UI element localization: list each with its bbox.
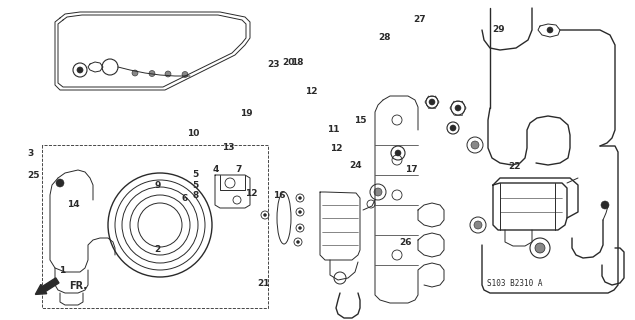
Text: 13: 13 — [222, 143, 235, 152]
Circle shape — [77, 67, 83, 73]
Text: 16: 16 — [273, 191, 286, 200]
FancyArrow shape — [36, 278, 59, 294]
Text: 17: 17 — [405, 165, 418, 174]
Text: 12: 12 — [330, 144, 343, 153]
Text: 28: 28 — [378, 33, 391, 42]
Text: 11: 11 — [327, 125, 340, 134]
Text: FR.: FR. — [69, 281, 88, 292]
Circle shape — [471, 141, 479, 149]
Circle shape — [450, 125, 456, 131]
Text: 5: 5 — [192, 181, 199, 190]
Text: 1: 1 — [59, 266, 65, 275]
Text: 10: 10 — [187, 129, 200, 138]
Text: 25: 25 — [27, 171, 39, 180]
Circle shape — [601, 201, 609, 209]
Circle shape — [165, 71, 171, 77]
Text: 27: 27 — [413, 15, 425, 24]
Circle shape — [182, 71, 188, 77]
Circle shape — [56, 179, 64, 187]
Circle shape — [297, 241, 300, 244]
Text: 5: 5 — [192, 170, 199, 179]
Circle shape — [547, 27, 553, 33]
Text: 8: 8 — [192, 191, 199, 200]
Circle shape — [298, 196, 302, 199]
Text: 4: 4 — [213, 165, 219, 174]
Text: 3: 3 — [27, 149, 34, 158]
Text: S103 B2310 A: S103 B2310 A — [486, 279, 542, 288]
Circle shape — [374, 188, 382, 196]
Text: 12: 12 — [305, 87, 318, 96]
Circle shape — [455, 105, 461, 111]
Circle shape — [474, 221, 482, 229]
Circle shape — [298, 211, 302, 213]
Text: 29: 29 — [492, 25, 505, 34]
Circle shape — [149, 70, 155, 76]
Text: 19: 19 — [240, 109, 253, 118]
Text: 14: 14 — [67, 200, 79, 209]
Text: 2: 2 — [154, 245, 161, 254]
Text: 6: 6 — [181, 194, 187, 203]
Text: 20: 20 — [283, 58, 295, 67]
Text: 9: 9 — [154, 181, 161, 190]
Text: 24: 24 — [349, 161, 362, 170]
Text: 21: 21 — [257, 279, 270, 288]
Circle shape — [429, 99, 435, 105]
Circle shape — [132, 70, 138, 76]
Text: 15: 15 — [354, 116, 367, 124]
Circle shape — [395, 150, 401, 156]
Circle shape — [535, 243, 545, 253]
Circle shape — [298, 227, 302, 229]
Text: 18: 18 — [291, 58, 304, 67]
Text: 22: 22 — [508, 162, 521, 171]
Circle shape — [264, 213, 267, 217]
Text: 26: 26 — [399, 238, 411, 247]
Text: 12: 12 — [244, 189, 257, 198]
Text: 23: 23 — [267, 60, 279, 68]
Text: 7: 7 — [235, 165, 241, 174]
